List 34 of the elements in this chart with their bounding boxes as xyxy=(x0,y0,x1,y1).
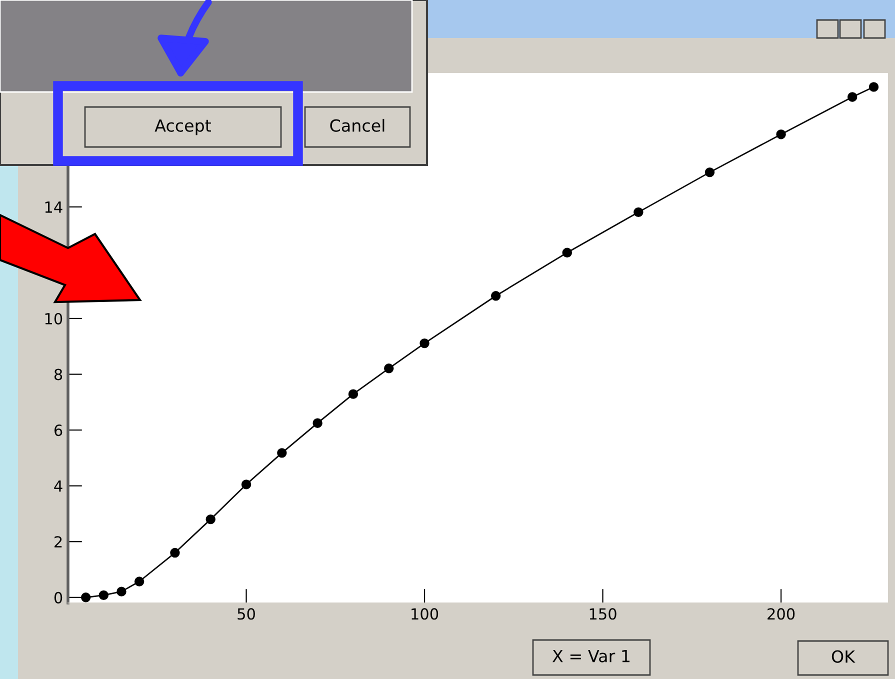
x-tick-label: 50 xyxy=(238,608,255,620)
point xyxy=(384,364,394,374)
point xyxy=(206,514,216,524)
annotation: Cancel xyxy=(330,118,384,132)
point xyxy=(170,548,180,558)
x-tick-label: 200 xyxy=(768,608,795,620)
point xyxy=(776,130,786,140)
point xyxy=(348,389,358,399)
point xyxy=(80,592,91,602)
x-tick-label: 150 xyxy=(590,608,616,620)
y-tick-label: 8 xyxy=(54,368,62,380)
annotation: Accept xyxy=(154,119,211,136)
y-tick-label: 14 xyxy=(45,202,62,213)
point xyxy=(134,576,144,586)
y-tick-label: 2 xyxy=(54,536,62,548)
point xyxy=(490,291,501,301)
text: OK xyxy=(832,650,856,663)
x-tick-label: 100 xyxy=(412,608,438,620)
point xyxy=(312,418,322,428)
point xyxy=(868,82,879,92)
y-tick-label: 6 xyxy=(54,424,62,436)
point xyxy=(847,92,858,102)
point xyxy=(704,167,715,178)
y-tick-label: 4 xyxy=(54,480,62,492)
point xyxy=(634,207,644,218)
point xyxy=(116,586,126,596)
point xyxy=(241,480,252,490)
point xyxy=(420,338,430,348)
point xyxy=(277,448,287,458)
point xyxy=(98,590,109,600)
y-tick-label: 0 xyxy=(54,592,62,604)
text: X = Var 1 xyxy=(552,650,630,662)
y-tick-label: 10 xyxy=(45,312,62,324)
point xyxy=(562,248,572,258)
